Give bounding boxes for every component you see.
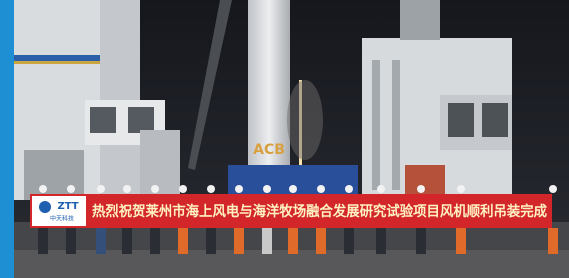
helmet — [263, 185, 271, 193]
person — [548, 228, 558, 254]
photo: ACB ZTT 中天科技 热烈祝贺莱州市海上风电与海洋牧场融合发展研究试验项目风… — [0, 0, 569, 278]
person — [316, 228, 326, 254]
person — [262, 228, 272, 254]
person — [456, 228, 466, 254]
wind-turbine-tower: ACB — [248, 0, 290, 170]
helmet — [377, 185, 385, 193]
helmet — [123, 185, 131, 193]
helmet — [549, 185, 557, 193]
person — [178, 228, 188, 254]
helmet — [97, 185, 105, 193]
person — [416, 228, 426, 254]
helmet — [289, 185, 297, 193]
helmet — [151, 185, 159, 193]
helmet — [457, 185, 465, 193]
left-border — [0, 0, 14, 278]
helmet — [235, 185, 243, 193]
logo-subtitle: 中天科技 — [50, 215, 74, 223]
banner: ZTT 中天科技 热烈祝贺莱州市海上风电与海洋牧场融合发展研究试验项目风机顺利吊… — [30, 194, 552, 228]
helmet — [417, 185, 425, 193]
person — [122, 228, 132, 254]
person — [344, 228, 354, 254]
person — [288, 228, 298, 254]
page: ACB ZTT 中天科技 热烈祝贺莱州市海上风电与海洋牧场融合发展研究试验项目风… — [0, 0, 569, 278]
helmet — [179, 185, 187, 193]
person — [66, 228, 76, 254]
helmet — [345, 185, 353, 193]
person — [150, 228, 160, 254]
person — [234, 228, 244, 254]
helmet — [207, 185, 215, 193]
helmet — [317, 185, 325, 193]
logo: ZTT — [57, 201, 78, 212]
tower-label: ACB — [253, 142, 285, 158]
helmet — [67, 185, 75, 193]
person — [38, 228, 48, 254]
person — [206, 228, 216, 254]
banner-text: 热烈祝贺莱州市海上风电与海洋牧场融合发展研究试验项目风机顺利吊装完成 — [92, 203, 547, 220]
deck-floor — [14, 250, 569, 278]
person — [376, 228, 386, 254]
person — [96, 228, 106, 254]
helmet — [39, 185, 47, 193]
